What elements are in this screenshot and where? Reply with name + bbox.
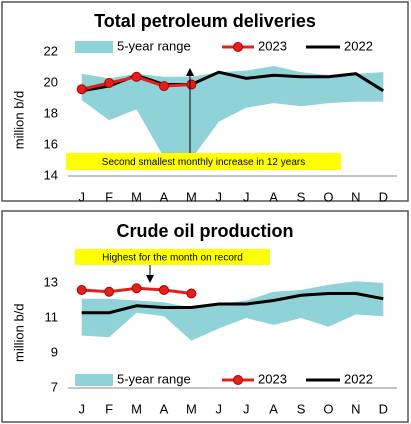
legend-swatch [75,41,113,53]
x-tick-label: O [323,189,333,204]
y-tick-label: 20 [44,74,58,89]
series-marker [104,78,115,88]
legend-label: 2022 [344,38,373,53]
y-axis-label: million b/d [11,91,26,150]
y-tick-label: 9 [51,344,58,359]
x-tick-label: J [243,189,250,204]
y-tick-label: 18 [44,105,58,120]
series-marker [104,286,115,297]
chart-title: Total petroleum deliveries [94,11,316,31]
x-tick-label: O [323,401,333,416]
x-tick-label: M [186,401,197,416]
annotation-text: Highest for the month on record [102,253,243,264]
x-tick-label: J [78,401,85,416]
range-band [81,65,384,159]
legend-label: 2022 [344,371,373,386]
legend-label: 2023 [258,38,287,53]
x-tick-label: N [351,401,360,416]
annotation-box [66,153,341,170]
series-marker [76,285,87,295]
series-marker [131,283,142,294]
x-tick-label: J [243,401,250,416]
series-line [81,292,384,315]
x-tick-label: J [216,189,223,204]
x-tick-label: A [269,189,278,204]
legend-label: 5-year range [117,371,191,386]
y-tick-label: 14 [44,167,58,182]
x-tick-label: S [297,401,306,416]
legend-label: 2023 [258,371,287,386]
chart-title: Crude oil production [117,221,294,241]
annotation-arrowhead [186,68,194,76]
legend-swatch [233,375,243,385]
y-tick-label: 22 [44,43,58,58]
legend-label: 5-year range [117,38,191,53]
x-tick-label: M [186,189,197,204]
y-axis-label: million b/d [11,303,26,362]
x-tick-label: F [105,401,113,416]
legend-swatch [75,374,113,386]
series-marker [76,84,87,95]
x-tick-label: D [379,189,388,204]
x-tick-label: A [269,401,278,416]
x-tick-label: N [351,189,360,204]
annotation-arrowhead [146,275,154,283]
y-tick-label: 16 [44,136,58,151]
x-tick-label: A [160,401,169,416]
y-tick-label: 7 [51,379,58,394]
x-tick-label: D [379,401,388,416]
x-tick-label: S [297,189,306,204]
annotation-text: Second smallest monthly increase in 12 y… [102,157,305,168]
series-marker [131,71,142,82]
legend-swatch [233,42,243,52]
series-marker [158,81,169,92]
x-tick-label: F [105,189,113,204]
series-marker [158,285,169,295]
annotation-box [75,249,270,265]
y-tick-label: 13 [44,274,58,289]
y-tick-label: 11 [45,309,59,324]
series-marker [186,79,197,90]
x-tick-label: A [160,189,169,204]
x-tick-label: M [131,401,142,416]
series-marker [186,288,197,299]
x-tick-label: M [131,189,142,204]
x-tick-label: J [216,401,223,416]
x-tick-label: J [78,189,85,204]
